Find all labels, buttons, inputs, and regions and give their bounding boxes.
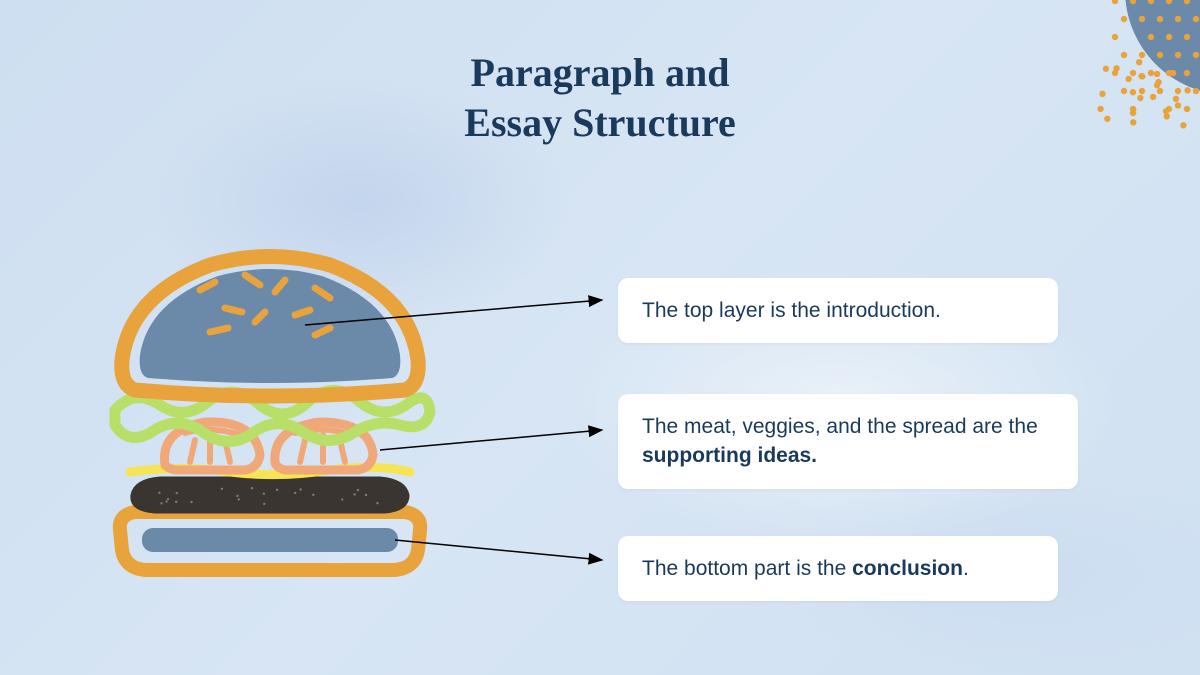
corner-circle	[1125, 0, 1200, 95]
callout-supporting: The meat, veggies, and the spread are th…	[618, 394, 1078, 489]
callout-text-bold: supporting ideas.	[642, 444, 817, 467]
callout-text-bold: conclusion	[852, 557, 963, 580]
callout-text-post: .	[963, 557, 969, 580]
burger-illustration	[80, 240, 460, 600]
callout-text-pre: The bottom part is the	[642, 557, 852, 580]
callout-text-pre: The meat, veggies, and the spread are th…	[642, 415, 1038, 438]
callout-text: The bottom part is the conclusion.	[642, 557, 969, 580]
bottom-bun-fill	[142, 528, 398, 552]
title-line-2: Essay Structure	[464, 100, 735, 145]
corner-decoration	[1020, 0, 1200, 180]
tomato-left	[165, 422, 261, 470]
callout-text: The top layer is the introduction.	[642, 299, 941, 322]
callout-text-pre: The top layer is the introduction.	[642, 299, 941, 322]
callout-text: The meat, veggies, and the spread are th…	[642, 415, 1038, 467]
callout-introduction: The top layer is the introduction.	[618, 278, 1058, 343]
page-title: Paragraph and Essay Structure	[464, 48, 735, 148]
callout-conclusion: The bottom part is the conclusion.	[618, 536, 1058, 601]
title-line-1: Paragraph and	[471, 50, 730, 95]
